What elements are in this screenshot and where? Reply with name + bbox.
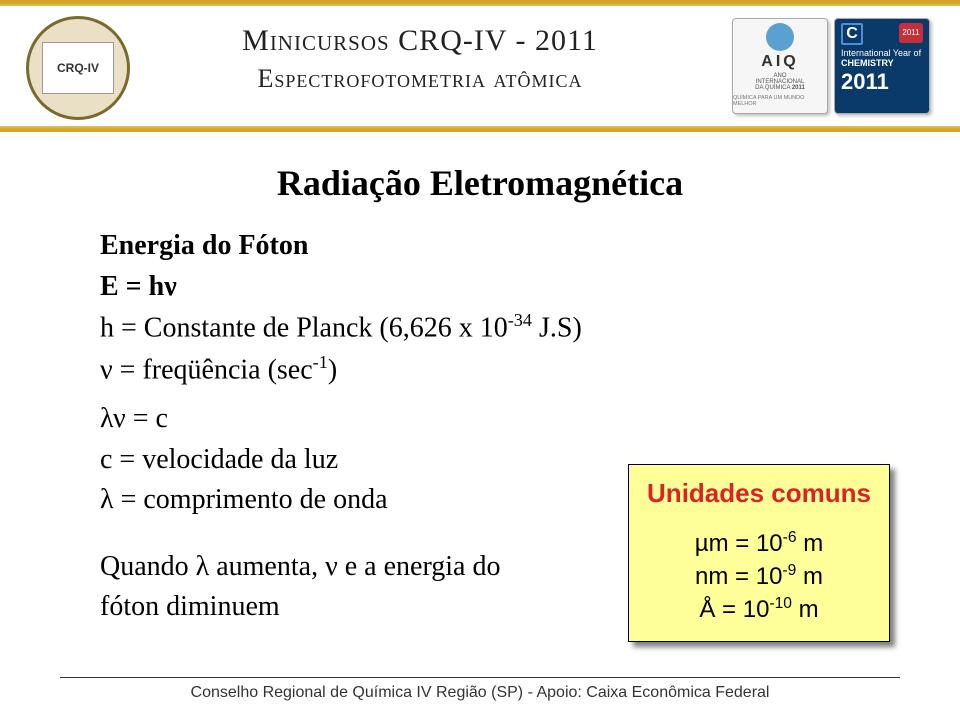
section-title: Radiação Eletromagnética xyxy=(60,162,900,204)
crq-logo: CRQ-IV xyxy=(26,16,130,120)
aiq-logo: AIQ ANO INTERNACIONAL DA QUÍMICA 2011 QU… xyxy=(732,18,828,114)
aiq-sub: ANO INTERNACIONAL DA QUÍMICA 2011 xyxy=(755,73,805,91)
units-title: Unidades comuns xyxy=(643,475,875,513)
iyc-line1: International Year of xyxy=(841,48,921,58)
line-freq: ν = freqüência (sec-1) xyxy=(100,349,900,391)
u3-exp: -10 xyxy=(769,595,792,612)
right-logos: AIQ ANO INTERNACIONAL DA QUÍMICA 2011 QU… xyxy=(732,18,932,118)
freq-pre: ν = freqüência (sec xyxy=(100,354,313,385)
header-bar: CRQ-IV Minicursos CRQ-IV - 2011 Espectro… xyxy=(0,0,960,132)
header-title-line2: Espectrofotometria atômica xyxy=(160,64,680,94)
freq-exp: -1 xyxy=(313,352,328,372)
line-lambda-nu-c: λν = c xyxy=(100,399,900,440)
header-title-line1: Minicursos CRQ-IV - 2011 xyxy=(160,24,680,58)
aiq-sub3: DA QUÍMICA xyxy=(755,85,790,91)
units-nanometer: nm = 10-9 m xyxy=(643,560,875,593)
units-micrometer: µm = 10-6 m xyxy=(643,527,875,560)
iyc-small-year: 2011 xyxy=(899,23,923,43)
iyc-line2: CHEMISTRY xyxy=(841,58,894,68)
u3-post: m xyxy=(792,596,819,623)
line-planck: h = Constante de Planck (6,626 x 10-34 J… xyxy=(100,307,900,349)
iyc-c-icon: C xyxy=(841,23,863,45)
u1-exp: -6 xyxy=(783,529,797,546)
footer-divider xyxy=(60,677,900,678)
units-box: Unidades comuns µm = 10-6 m nm = 10-9 m … xyxy=(628,464,890,642)
body-text: Energia do Fóton E = hν h = Constante de… xyxy=(100,226,900,628)
aiq-globe-icon xyxy=(766,23,794,51)
iyc-text: International Year of CHEMISTRY xyxy=(841,49,923,69)
aiq-tagline: QUÍMICA PARA UM MUNDO MELHOR xyxy=(733,95,827,107)
u2-pre: nm = 10 xyxy=(695,563,782,590)
aiq-label: AIQ xyxy=(761,53,798,71)
footer: Conselho Regional de Química IV Região (… xyxy=(0,677,960,702)
iyc-year: 2011 xyxy=(841,69,923,95)
header-titles: Minicursos CRQ-IV - 2011 Espectrofotomet… xyxy=(160,24,680,94)
line-energia-foton: Energia do Fóton xyxy=(100,230,308,261)
iyc-logo: C 2011 International Year of CHEMISTRY 2… xyxy=(834,18,930,114)
planck-exp: -34 xyxy=(508,310,532,330)
planck-post: J.S) xyxy=(532,313,582,344)
header-gold-top xyxy=(0,2,960,6)
header-gold-bottom xyxy=(0,126,960,130)
u1-pre: µm = 10 xyxy=(695,530,783,557)
u3-pre: Å = 10 xyxy=(699,596,769,623)
aiq-year: 2011 xyxy=(792,85,805,91)
freq-post: ) xyxy=(328,354,337,385)
u1-post: m xyxy=(797,530,824,557)
slide-content: Radiação Eletromagnética Energia do Fóto… xyxy=(0,148,960,668)
planck-pre: h = Constante de Planck (6,626 x 10 xyxy=(100,313,508,344)
line-e-hv: E = hν xyxy=(100,271,177,302)
u2-post: m xyxy=(796,563,823,590)
u2-exp: -9 xyxy=(782,562,796,579)
footer-text: Conselho Regional de Química IV Região (… xyxy=(191,684,770,701)
units-angstrom: Å = 10-10 m xyxy=(643,593,875,626)
crq-logo-text: CRQ-IV xyxy=(42,42,114,94)
